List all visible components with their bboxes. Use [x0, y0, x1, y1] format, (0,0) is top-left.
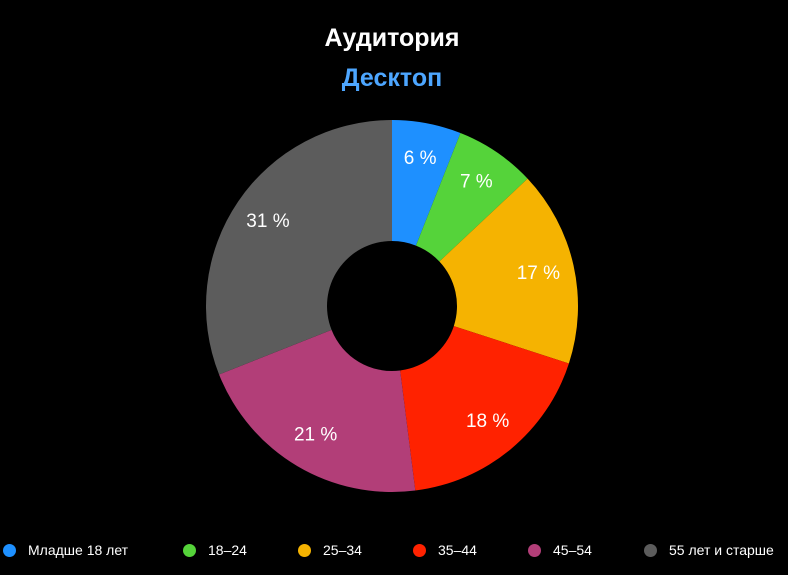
donut-chart: 6 % 7 % 17 % 18 % 21 % 31 %	[205, 120, 578, 492]
donut-slice-0	[392, 120, 461, 246]
chart-title: Аудитория	[324, 24, 460, 52]
donut-slice-1	[415, 133, 528, 262]
legend-color-dot	[644, 543, 657, 557]
legend-label: 25–34	[323, 542, 362, 558]
legend-color-dot	[413, 543, 426, 557]
legend-label: 45–54	[553, 542, 592, 558]
slice-value-label-2: 17 %	[517, 263, 560, 284]
legend-color-dot	[3, 543, 16, 557]
legend-label: 35–44	[438, 542, 477, 558]
legend-label: Младше 18 лет	[28, 542, 129, 558]
legend-item-3: 35–44	[413, 538, 477, 562]
slice-value-label-4: 21 %	[294, 425, 337, 446]
chart-subtitle: Десктоп	[341, 64, 443, 92]
donut-slice-2	[439, 178, 578, 364]
legend-item-4: 45–54	[528, 538, 592, 562]
donut-slice-4	[219, 329, 416, 492]
donut-slice-3	[400, 326, 569, 491]
slice-value-label-3: 18 %	[466, 411, 509, 432]
legend-color-dot	[528, 543, 541, 557]
legend-label: 18–24	[208, 542, 247, 558]
slice-value-label-5: 31 %	[246, 211, 289, 232]
donut-slice-5	[205, 120, 392, 375]
chart-legend: Младше 18 лет 18–24 25–34 35–44 45–54 55 лет …	[0, 538, 788, 562]
legend-color-dot	[298, 543, 311, 557]
legend-item-2: 25–34	[298, 538, 362, 562]
legend-label: 55 лет и старше	[669, 542, 774, 558]
legend-color-dot	[183, 543, 196, 557]
legend-item-1: 18–24	[183, 538, 247, 562]
legend-item-0: Младше 18 лет	[3, 538, 128, 562]
slice-value-label-1: 7 %	[460, 171, 493, 192]
slice-value-label-0: 6 %	[404, 148, 437, 169]
legend-item-5: 55 лет и старше	[644, 538, 774, 562]
